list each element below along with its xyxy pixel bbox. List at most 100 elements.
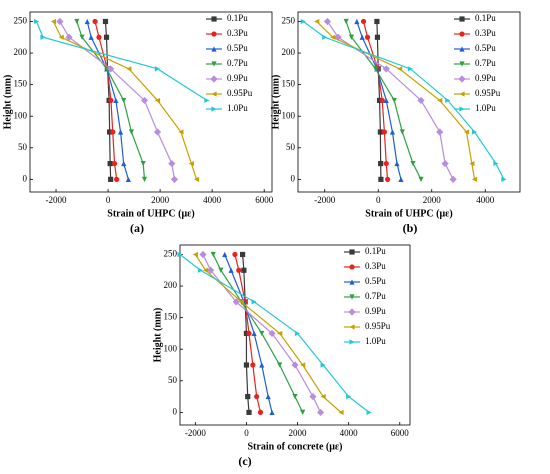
data-point bbox=[40, 34, 46, 40]
data-point bbox=[108, 176, 114, 182]
legend-marker bbox=[459, 31, 465, 37]
legend-marker bbox=[459, 91, 465, 97]
data-point bbox=[346, 393, 352, 400]
legend-label: 0.7Pu bbox=[475, 58, 496, 68]
data-point bbox=[222, 251, 228, 258]
y-tick-label: 250 bbox=[14, 16, 28, 26]
legend-marker bbox=[348, 308, 356, 316]
x-axis-title: Strain of UHPC (με) bbox=[365, 208, 452, 219]
data-point bbox=[121, 160, 127, 167]
y-tick-label: 0 bbox=[23, 173, 28, 183]
y-tick-label: 150 bbox=[14, 79, 28, 89]
data-point bbox=[121, 97, 127, 104]
data-point bbox=[493, 160, 499, 167]
legend-label: 0.9Pu bbox=[365, 306, 386, 316]
data-point bbox=[471, 129, 478, 135]
data-point bbox=[154, 66, 161, 72]
data-point bbox=[92, 18, 98, 25]
x-tick-label: 2000 bbox=[289, 428, 308, 438]
data-point bbox=[376, 97, 383, 104]
legend-label: 0.3Pu bbox=[365, 261, 386, 271]
series-line bbox=[302, 20, 505, 180]
data-point bbox=[372, 66, 379, 72]
data-point bbox=[259, 330, 265, 337]
data-point bbox=[259, 362, 265, 368]
y-axis-title: Height (mm) bbox=[270, 75, 281, 130]
data-point bbox=[417, 96, 425, 105]
legend-label: 0.5Pu bbox=[365, 276, 386, 286]
data-point bbox=[418, 176, 424, 182]
legend-label: 0.1Pu bbox=[227, 13, 248, 23]
data-point bbox=[294, 330, 301, 337]
data-point bbox=[394, 160, 400, 167]
data-point bbox=[74, 18, 80, 25]
legend-marker bbox=[459, 61, 465, 67]
series-line bbox=[212, 254, 304, 413]
legend-label: 0.7Pu bbox=[365, 291, 386, 301]
data-point bbox=[236, 267, 242, 273]
data-point bbox=[128, 129, 135, 135]
legend-marker bbox=[211, 61, 217, 67]
data-point bbox=[246, 330, 252, 337]
legend-label: 1.0Pu bbox=[365, 336, 386, 346]
y-tick-label: 0 bbox=[291, 173, 296, 183]
data-point bbox=[197, 267, 204, 273]
x-tick-label: 0 bbox=[244, 428, 249, 438]
data-point bbox=[360, 18, 367, 25]
data-point bbox=[251, 330, 257, 337]
x-tick-label: 4000 bbox=[340, 428, 359, 438]
data-point bbox=[103, 34, 110, 40]
y-tick-label: 50 bbox=[168, 375, 178, 385]
data-point bbox=[471, 176, 478, 182]
x-tick-label: -2000 bbox=[314, 195, 335, 205]
data-point bbox=[254, 393, 260, 400]
legend-marker bbox=[459, 16, 465, 22]
x-tick-label: 6000 bbox=[255, 195, 274, 205]
legend-marker bbox=[211, 46, 217, 52]
data-point bbox=[300, 362, 306, 368]
legend-marker bbox=[459, 106, 465, 112]
panel-label: (b) bbox=[403, 221, 418, 235]
data-point bbox=[300, 18, 306, 25]
legend-label: 0.5Pu bbox=[227, 43, 248, 53]
data-point bbox=[96, 34, 102, 40]
data-point bbox=[50, 18, 57, 25]
y-tick-label: 200 bbox=[164, 280, 178, 290]
data-point bbox=[107, 129, 113, 135]
data-point bbox=[391, 97, 397, 104]
x-tick-label: -2000 bbox=[185, 428, 206, 438]
legend-marker bbox=[349, 279, 355, 285]
data-point bbox=[204, 97, 210, 104]
data-point bbox=[240, 251, 246, 258]
plot: -2000 0 2000 4000 6000 0 50 100 150 200 250 Strain … bbox=[2, 11, 274, 219]
data-point bbox=[354, 18, 360, 25]
data-point bbox=[107, 160, 113, 167]
data-point bbox=[323, 17, 332, 26]
data-point bbox=[232, 298, 240, 306]
series-line bbox=[52, 21, 198, 180]
data-point bbox=[170, 175, 179, 183]
data-point bbox=[445, 97, 451, 104]
y-tick-label: 150 bbox=[164, 312, 178, 322]
data-point bbox=[359, 34, 365, 40]
data-point bbox=[140, 96, 149, 105]
data-point bbox=[202, 267, 209, 273]
plot: -2000 0 2000 4000 0 50 100 150 200 250 Strain of U… bbox=[270, 11, 521, 219]
data-point bbox=[88, 34, 94, 40]
legend-label: 0.1Pu bbox=[475, 13, 496, 23]
data-point bbox=[33, 18, 40, 25]
data-point bbox=[378, 160, 384, 167]
data-point bbox=[381, 129, 387, 135]
data-point bbox=[320, 393, 326, 400]
plot-frame bbox=[29, 11, 273, 193]
y-tick-label: 150 bbox=[282, 79, 296, 89]
plot-frame bbox=[297, 11, 521, 193]
data-point bbox=[207, 266, 215, 274]
x-axis-title: Strain of concrete (με) bbox=[247, 441, 342, 452]
data-point bbox=[399, 129, 405, 135]
y-tick-label: 100 bbox=[164, 343, 178, 353]
data-point bbox=[378, 176, 384, 182]
x-tick-label: 4000 bbox=[203, 195, 222, 205]
data-point bbox=[192, 251, 198, 258]
